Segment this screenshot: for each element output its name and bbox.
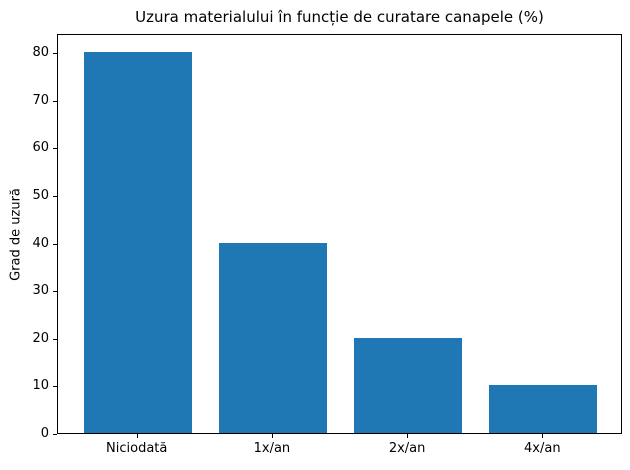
x-tick-mark	[136, 434, 138, 438]
y-tick-mark	[53, 100, 57, 102]
bar-4x/an	[489, 385, 598, 433]
plot-area	[57, 34, 622, 434]
x-tick-label: Niciodată	[106, 441, 168, 456]
y-tick-mark	[53, 434, 57, 435]
chart-title: Uzura materialului în funcție de curatar…	[135, 8, 544, 26]
bar-Niciodată	[83, 52, 192, 433]
x-tick-label: 4x/an	[524, 441, 561, 456]
y-axis-label: Grad de uzură	[8, 188, 24, 281]
bar-1x/an	[218, 242, 327, 433]
x-tick-mark	[542, 434, 544, 438]
x-tick-mark	[271, 434, 273, 438]
y-tick-mark	[53, 148, 57, 150]
y-tick-mark	[53, 243, 57, 245]
y-tick-label: 20	[32, 330, 49, 346]
y-tick-label: 30	[32, 283, 49, 299]
y-tick-mark	[53, 338, 57, 340]
x-tick-label: 1x/an	[253, 441, 291, 456]
y-tick-label: 50	[32, 187, 49, 203]
y-tick-label: 60	[32, 140, 49, 156]
y-tick-label: 80	[32, 45, 49, 60]
x-tick-mark	[407, 434, 409, 438]
y-tick-label: 10	[32, 378, 49, 394]
bar-2x/an	[354, 337, 463, 433]
y-tick-label: 0	[40, 426, 49, 441]
y-tick-mark	[53, 53, 57, 54]
y-tick-mark	[53, 291, 57, 293]
y-tick-label: 70	[32, 92, 49, 108]
y-tick-mark	[53, 386, 57, 388]
y-tick-mark	[53, 195, 57, 197]
y-tick-label: 40	[32, 235, 49, 251]
x-tick-label: 2x/an	[388, 441, 426, 456]
